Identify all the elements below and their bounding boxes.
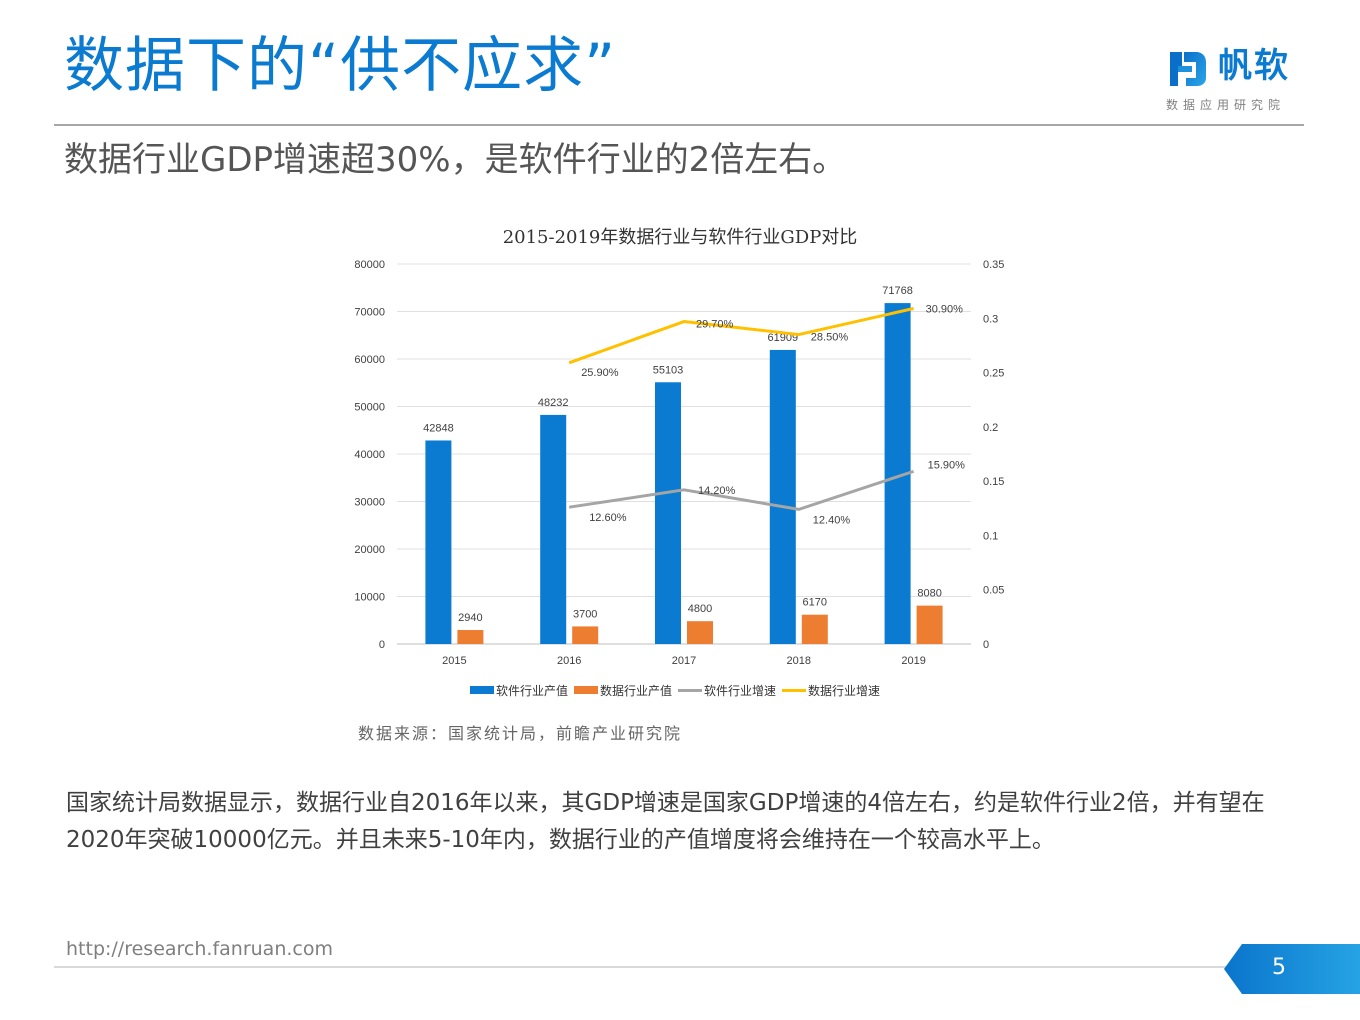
bar xyxy=(801,614,828,644)
x-axis-label: 2017 xyxy=(672,655,696,667)
logo-name: 帆软 xyxy=(1218,46,1290,86)
bar-data-label: 8080 xyxy=(917,588,941,600)
bar-data-label: 2940 xyxy=(458,612,482,624)
legend-item: 数据行业增速 xyxy=(782,682,880,699)
legend-swatch-icon xyxy=(574,686,599,694)
x-axis-label: 2016 xyxy=(557,655,581,667)
left-axis-tick: 80000 xyxy=(354,259,385,271)
bar xyxy=(457,630,484,644)
line-data-label: 28.50% xyxy=(811,332,849,344)
line-data-label: 25.90% xyxy=(581,367,619,379)
right-axis-tick: 0.05 xyxy=(983,585,1004,597)
line-data-label: 29.70% xyxy=(696,319,734,331)
bar-data-label: 3700 xyxy=(573,608,597,620)
header-divider xyxy=(54,124,1304,126)
line-data-label: 12.40% xyxy=(813,514,851,526)
left-axis-tick: 20000 xyxy=(354,544,385,556)
fanruan-logo: 帆软 数据应用研究院 xyxy=(1164,44,1304,116)
line-series xyxy=(568,307,914,365)
line-data-label: 30.90% xyxy=(926,304,964,316)
right-axis-tick: 0.35 xyxy=(983,259,1004,271)
bar-data-label: 4800 xyxy=(688,603,712,615)
bar-data-label: 6170 xyxy=(803,597,827,609)
right-axis-tick: 0.2 xyxy=(983,422,998,434)
legend-label: 软件行业产值 xyxy=(496,683,569,698)
bar-data-label: 42848 xyxy=(423,422,454,434)
legend-line-icon xyxy=(782,688,807,692)
legend-label: 软件行业增速 xyxy=(704,683,777,698)
right-axis-tick: 0.3 xyxy=(983,313,998,325)
page-badge xyxy=(1224,944,1360,994)
legend-swatch-icon xyxy=(470,686,494,694)
logo-tagline: 数据应用研究院 xyxy=(1166,98,1286,112)
bar-data-label: 71768 xyxy=(882,285,913,297)
page-number: 5 xyxy=(1272,955,1286,980)
left-axis-tick: 70000 xyxy=(354,307,385,319)
legend-line-icon xyxy=(678,688,703,692)
body-paragraph: 国家统计局数据显示，数据行业自2016年以来，其GDP增速是国家GDP增速的4倍… xyxy=(66,790,1265,853)
page-title: 数据下的“供不应求” xyxy=(64,31,617,101)
x-axis-label: 2018 xyxy=(787,655,811,667)
page-subtitle: 数据行业GDP增速超30%，是软件行业的2倍左右。 xyxy=(64,140,847,180)
bar xyxy=(540,414,567,644)
bar xyxy=(655,382,681,644)
fanruan-logo-icon xyxy=(1170,52,1206,86)
bar-data-label: 48232 xyxy=(538,397,569,409)
chart-title: 2015-2019年数据行业与软件行业GDP对比 xyxy=(502,227,858,248)
right-axis-tick: 0.1 xyxy=(983,530,998,542)
legend-item: 软件行业增速 xyxy=(678,682,776,699)
right-axis-tick: 0.15 xyxy=(983,476,1004,488)
legend-label: 数据行业产值 xyxy=(600,683,673,698)
x-axis-label: 2015 xyxy=(442,655,466,667)
chart-plot: 0 10000 20000 30000 40000 50000 60000 70000 8000… xyxy=(354,259,1004,667)
bar-data-label: 55103 xyxy=(653,364,684,376)
x-axis-label: 2019 xyxy=(901,655,925,667)
right-axis-tick: 0.25 xyxy=(983,368,1004,380)
left-axis-tick: 0 xyxy=(379,639,385,651)
line-series xyxy=(568,469,915,511)
footer-divider xyxy=(54,966,1230,968)
right-axis-tick: 0 xyxy=(983,639,989,651)
left-axis-tick: 60000 xyxy=(354,354,385,366)
bar xyxy=(769,349,796,644)
line-data-label: 15.90% xyxy=(928,459,966,471)
chart-source: 数据来源：国家统计局，前瞻产业研究院 xyxy=(358,724,683,743)
line-data-label: 12.60% xyxy=(589,512,627,524)
left-axis-tick: 30000 xyxy=(354,497,385,509)
chart-legend: 软件行业产值 数据行业产值 软件行业增速 数据行业增速 xyxy=(470,682,880,698)
bar xyxy=(916,605,943,644)
legend-item: 软件行业产值 xyxy=(470,682,568,699)
legend-item: 数据行业产值 xyxy=(574,682,672,699)
bar xyxy=(425,440,452,644)
left-axis-tick: 40000 xyxy=(354,449,385,461)
left-axis-tick: 10000 xyxy=(354,592,385,604)
line-data-label: 14.20% xyxy=(698,485,736,497)
footer-url[interactable]: http://research.fanruan.com xyxy=(66,938,333,960)
gdp-comparison-chart: 2015-2019年数据行业与软件行业GDP对比 0 10000 20000 3000… xyxy=(340,215,1020,715)
bar xyxy=(687,621,713,644)
legend-label: 数据行业增速 xyxy=(808,683,881,698)
bar xyxy=(572,626,599,644)
left-axis-tick: 50000 xyxy=(354,402,385,414)
